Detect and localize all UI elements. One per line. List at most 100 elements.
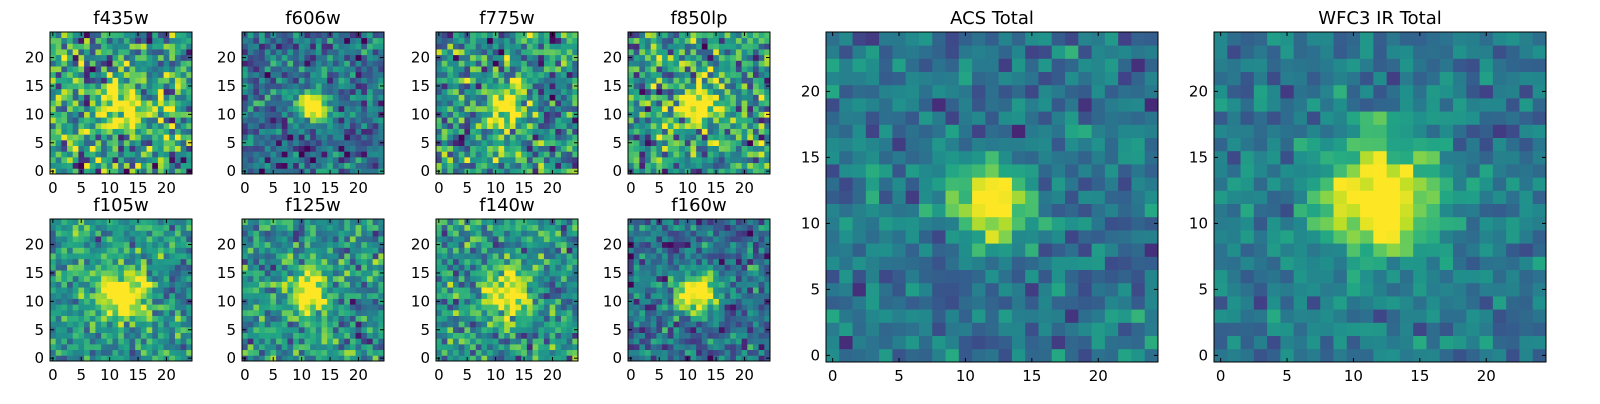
heatmap-cell: [510, 230, 516, 236]
heatmap-cell: [259, 163, 265, 169]
heatmap-cell: [101, 77, 107, 83]
y-tick-label: 5: [420, 321, 430, 339]
heatmap-cell: [696, 123, 702, 129]
heatmap-cell: [470, 338, 476, 344]
heatmap-cell: [350, 338, 356, 344]
heatmap-cell: [645, 321, 651, 327]
heatmap-cell: [350, 129, 356, 135]
heatmap-cell: [56, 43, 62, 49]
heatmap-cell: [453, 66, 459, 72]
heatmap-cell: [628, 38, 634, 44]
heatmap-cell: [322, 106, 328, 112]
heatmap-cell: [544, 55, 550, 61]
heatmap-cell: [95, 49, 101, 55]
heatmap-cell: [464, 106, 470, 112]
heatmap-cell: [356, 129, 362, 135]
heatmap-cell: [730, 72, 736, 78]
heatmap-cell: [147, 327, 153, 333]
panel-title: f775w: [479, 8, 534, 29]
heatmap-cell: [158, 293, 164, 299]
heatmap-cell: [259, 72, 265, 78]
heatmap-cell: [293, 94, 299, 100]
heatmap-cell: [561, 157, 567, 163]
heatmap-cell: [470, 219, 476, 225]
heatmap-cell: [662, 310, 668, 316]
heatmap-cell: [567, 112, 573, 118]
heatmap-cell: [130, 355, 136, 361]
heatmap-cell: [124, 321, 130, 327]
heatmap-cell: [322, 163, 328, 169]
heatmap-cell: [730, 327, 736, 333]
heatmap-cell: [747, 129, 753, 135]
heatmap-cell: [141, 32, 147, 38]
heatmap-cell: [550, 72, 556, 78]
heatmap-cell: [504, 304, 510, 310]
heatmap-cell: [487, 89, 493, 95]
heatmap-cell: [164, 270, 170, 276]
heatmap-cell: [158, 112, 164, 118]
heatmap-cell: [333, 89, 339, 95]
heatmap-cell: [521, 327, 527, 333]
heatmap-cell: [487, 327, 493, 333]
heatmap-cell: [112, 146, 118, 152]
heatmap-cell: [487, 230, 493, 236]
heatmap-cell: [259, 299, 265, 305]
heatmap-cell: [158, 123, 164, 129]
heatmap-cell: [713, 146, 719, 152]
heatmap-cell: [476, 49, 482, 55]
heatmap-cell: [259, 151, 265, 157]
heatmap-cell: [436, 259, 442, 265]
heatmap-cell: [719, 316, 725, 322]
heatmap-cell: [344, 55, 350, 61]
heatmap-cell: [259, 66, 265, 72]
heatmap-cell: [124, 89, 130, 95]
heatmap-cell: [476, 281, 482, 287]
heatmap-cell: [333, 253, 339, 259]
heatmap-cell: [299, 304, 305, 310]
heatmap-cell: [367, 242, 373, 248]
heatmap-cell: [253, 72, 259, 78]
heatmap-cell: [527, 163, 533, 169]
heatmap-cell: [533, 327, 539, 333]
heatmap-cell: [95, 66, 101, 72]
heatmap-cell: [147, 225, 153, 231]
heatmap-cell: [356, 77, 362, 83]
heatmap-cell: [282, 230, 288, 236]
heatmap-cell: [67, 219, 73, 225]
heatmap-cell: [747, 276, 753, 282]
heatmap-cell: [373, 117, 379, 123]
heatmap-cell: [152, 43, 158, 49]
heatmap-cell: [673, 55, 679, 61]
heatmap-cell: [476, 146, 482, 152]
heatmap-cell: [476, 32, 482, 38]
heatmap-cell: [759, 112, 765, 118]
heatmap-cell: [713, 293, 719, 299]
heatmap-cell: [67, 304, 73, 310]
heatmap-cell: [90, 355, 96, 361]
heatmap-cell: [73, 355, 79, 361]
heatmap-cell: [169, 327, 175, 333]
heatmap-cell: [270, 140, 276, 146]
heatmap-cell: [124, 106, 130, 112]
heatmap-cell: [61, 123, 67, 129]
heatmap-cell: [333, 55, 339, 61]
heatmap-cell: [118, 94, 124, 100]
heatmap-cell: [356, 163, 362, 169]
heatmap-cell: [90, 236, 96, 242]
heatmap-cell: [135, 129, 141, 135]
heatmap-cell: [141, 146, 147, 152]
heatmap-cell: [304, 333, 310, 339]
heatmap-cell: [316, 264, 322, 270]
heatmap-cell: [702, 146, 708, 152]
heatmap-cell: [135, 140, 141, 146]
heatmap-cell: [459, 321, 465, 327]
heatmap-cell: [544, 112, 550, 118]
heatmap-cell: [186, 253, 192, 259]
heatmap-cell: [164, 38, 170, 44]
heatmap-cell: [736, 168, 742, 174]
heatmap-cell: [679, 32, 685, 38]
heatmap-cell: [730, 344, 736, 350]
heatmap-cell: [730, 89, 736, 95]
heatmap-cell: [702, 344, 708, 350]
heatmap-cell: [747, 123, 753, 129]
